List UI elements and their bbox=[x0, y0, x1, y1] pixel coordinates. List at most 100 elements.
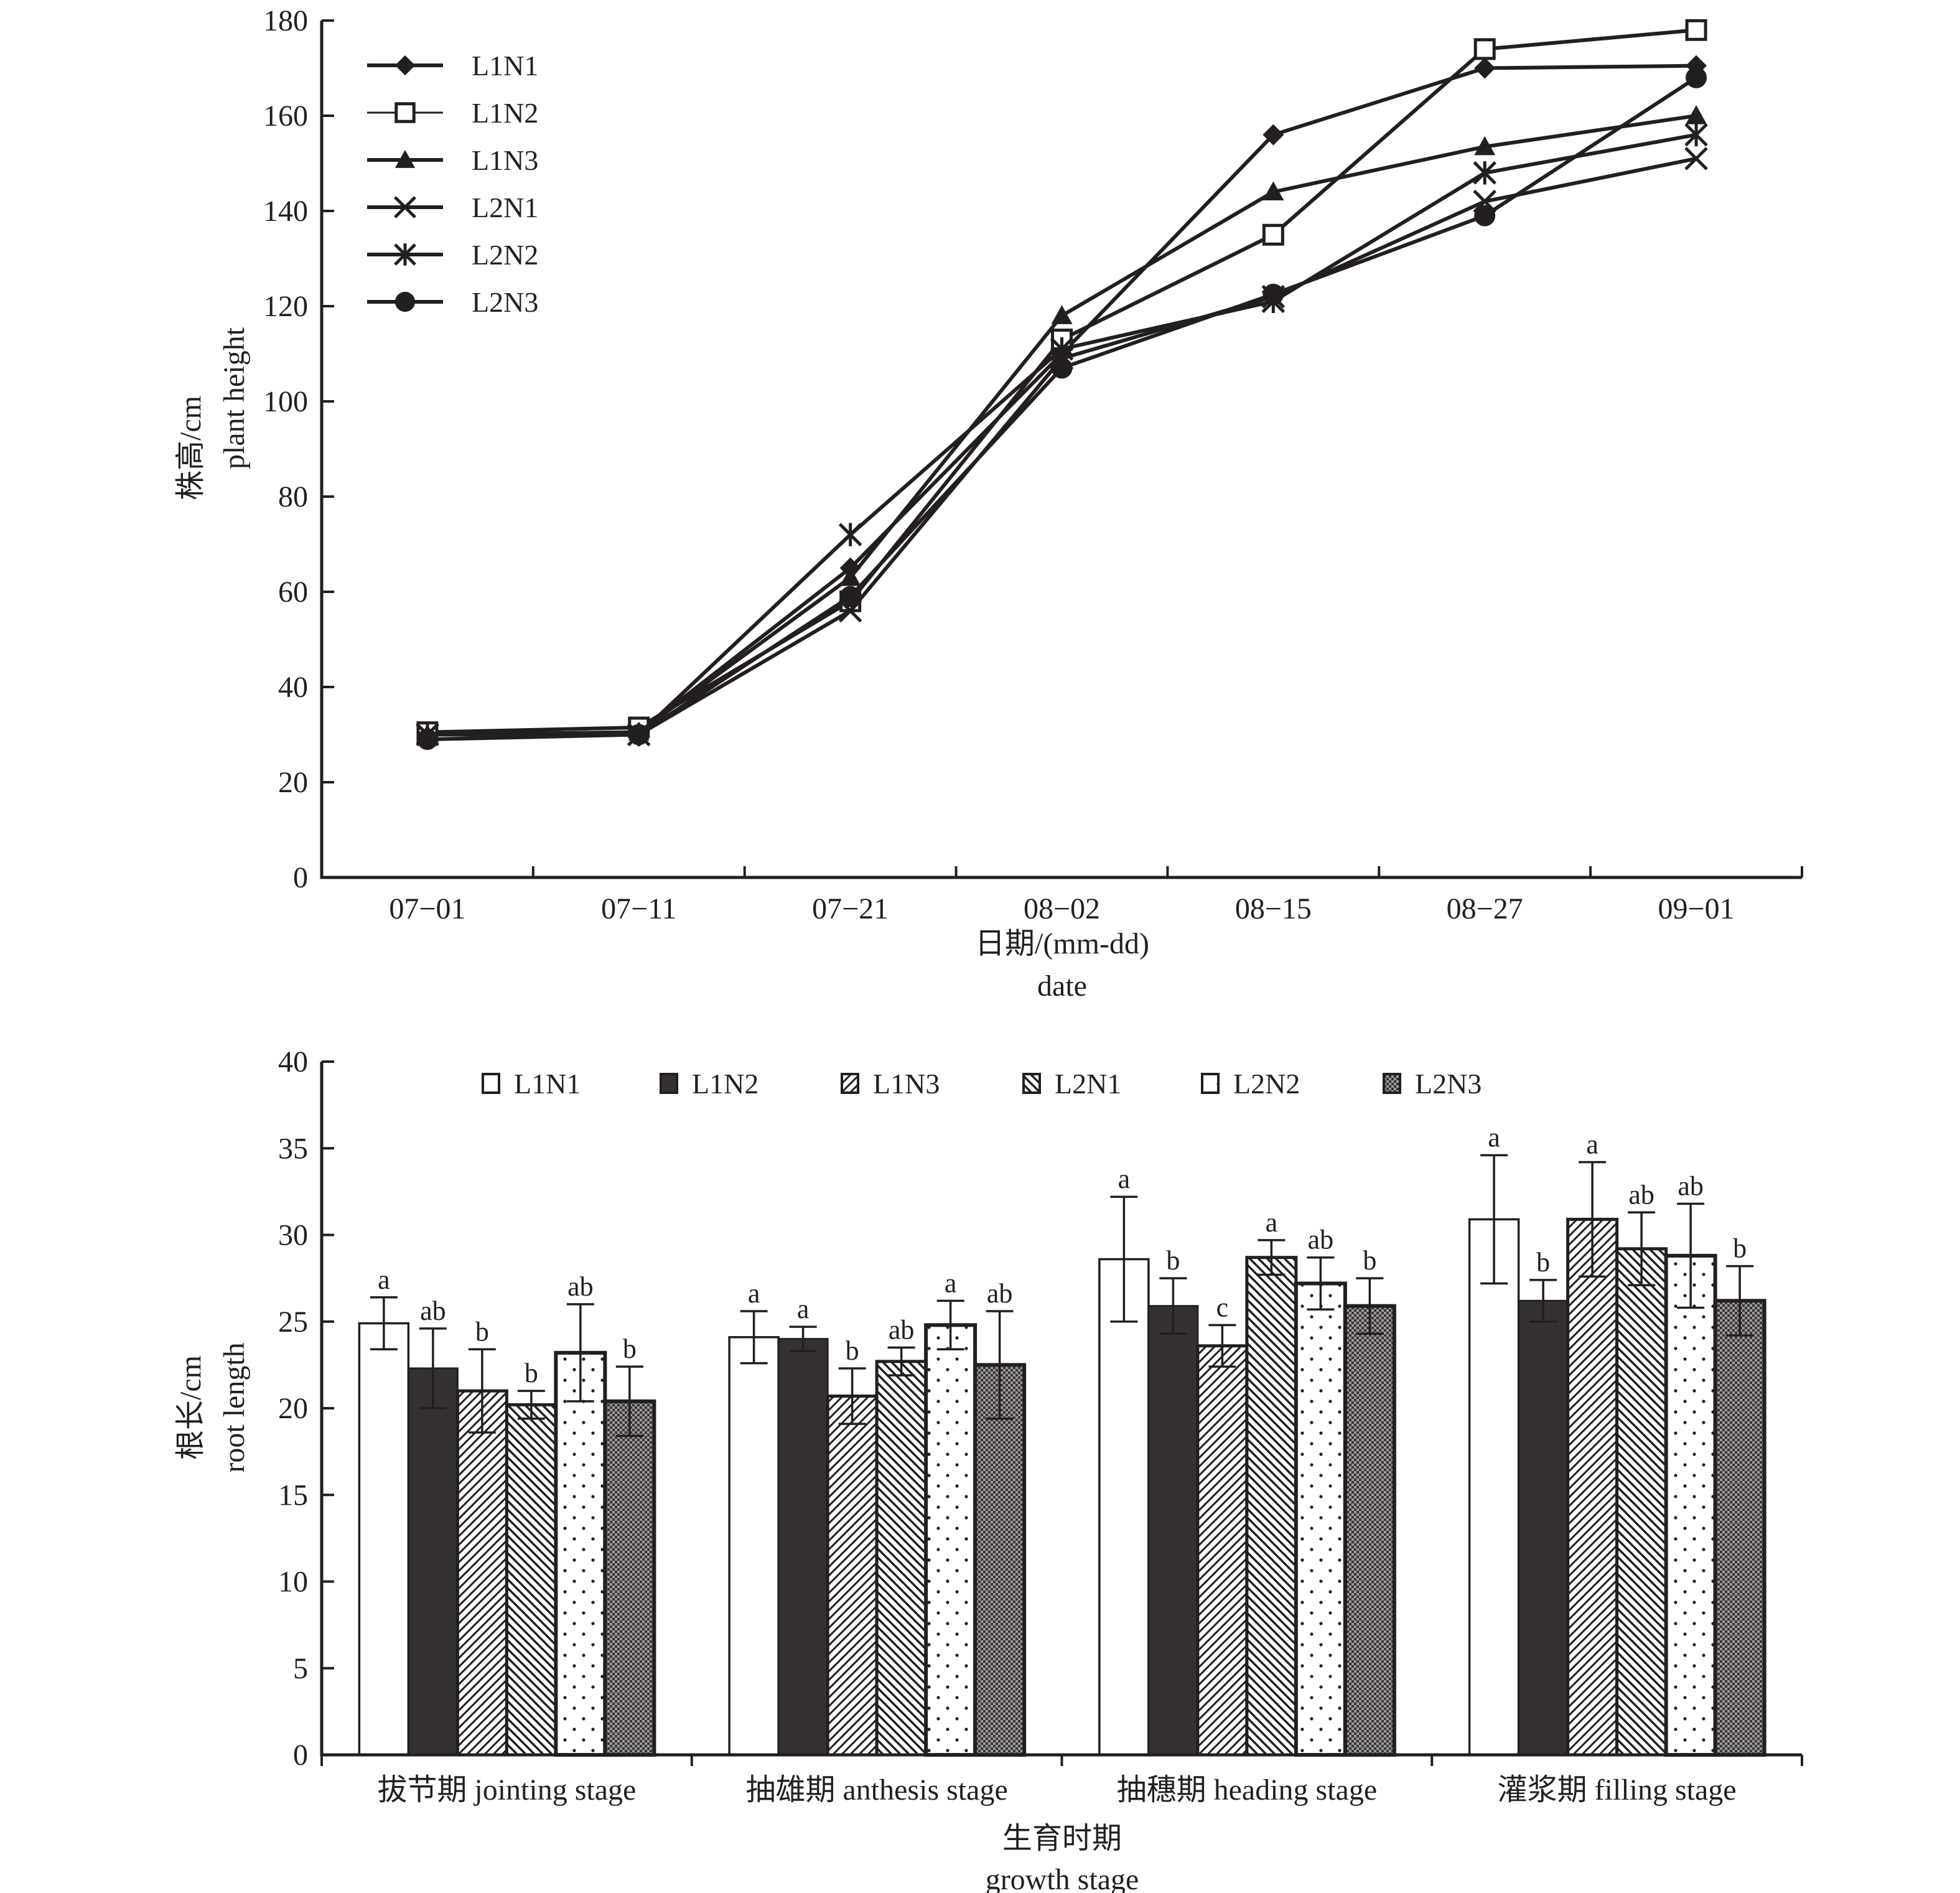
significance-label: b bbox=[1733, 1233, 1747, 1264]
data-point-l2n2 bbox=[1473, 161, 1496, 185]
line-chart-legend: L1N1 L1N2 L1N3 L2N1 L2N2 L2N3 bbox=[367, 50, 538, 318]
bar-l2n2 bbox=[554, 1350, 607, 1757]
data-point-l2n3-shape bbox=[1051, 357, 1073, 379]
legend-label: L2N1 bbox=[1055, 1068, 1121, 1100]
bar-chart-x-title-en: growth stage bbox=[986, 1863, 1139, 1893]
legend-marker bbox=[394, 102, 416, 123]
data-point-l1n3-shape bbox=[1262, 181, 1284, 200]
data-point-l2n1 bbox=[1684, 147, 1708, 171]
bar-chart-y-title-en: root length bbox=[218, 1342, 251, 1472]
bar-l1n1 bbox=[1468, 1218, 1520, 1756]
legend-swatch bbox=[660, 1073, 678, 1094]
line-chart-y-ticks: 0 20 40 60 80 100 120 140 160 180 bbox=[263, 4, 334, 894]
series-line-l1n1 bbox=[427, 63, 1697, 737]
significance-label: ab bbox=[889, 1315, 915, 1345]
significance-label: ab bbox=[1678, 1171, 1704, 1201]
x-tick-label: 灌浆期 filling stage bbox=[1498, 1774, 1737, 1807]
legend-marker bbox=[394, 149, 416, 168]
legend-marker-shape bbox=[394, 149, 416, 168]
y-tick-label: 0 bbox=[293, 1739, 308, 1772]
x-tick-label: 07−11 bbox=[601, 892, 676, 925]
legend-swatch bbox=[482, 1073, 500, 1094]
x-tick-label: 07−01 bbox=[389, 892, 465, 925]
data-point-l2n3 bbox=[416, 729, 438, 750]
significance-label: a bbox=[1266, 1207, 1278, 1238]
significance-label: b bbox=[1166, 1245, 1180, 1276]
significance-label: a bbox=[748, 1278, 760, 1309]
significance-label: ab bbox=[1308, 1225, 1334, 1255]
series-l1n3 bbox=[416, 105, 1707, 744]
line-chart-y-title-en: plant height bbox=[218, 327, 251, 469]
y-tick-label: 5 bbox=[293, 1652, 308, 1685]
x-tick-label: 07−21 bbox=[812, 892, 889, 925]
bar-l1n2 bbox=[1518, 1299, 1569, 1756]
data-point-l1n1 bbox=[1474, 57, 1496, 79]
plant-height-line-chart: 0 20 40 60 80 100 120 140 160 180 07−01 07−11 07−21… bbox=[174, 4, 1803, 1003]
series-line-l1n2 bbox=[427, 28, 1697, 734]
data-point-l1n3 bbox=[1686, 105, 1707, 124]
legend-marker-shape bbox=[394, 196, 416, 218]
legend-label: L1N3 bbox=[873, 1068, 940, 1100]
data-point-l2n3 bbox=[628, 724, 650, 746]
line-chart-series bbox=[416, 19, 1708, 750]
line-chart-axes bbox=[320, 21, 1802, 879]
y-tick-label: 80 bbox=[278, 480, 308, 513]
significance-label: b bbox=[1536, 1247, 1550, 1278]
bar-l2n1 bbox=[875, 1360, 928, 1757]
bar-l1n1 bbox=[358, 1322, 410, 1756]
bar-l1n1 bbox=[728, 1336, 780, 1756]
bar-chart-x-title: 生育时期 bbox=[1002, 1822, 1122, 1855]
legend-item-l2n2: L2N2 bbox=[1201, 1068, 1300, 1100]
data-point-l2n3 bbox=[1474, 205, 1496, 227]
y-tick-label: 20 bbox=[278, 1392, 308, 1425]
significance-label: a bbox=[797, 1294, 810, 1324]
legend-label: L1N3 bbox=[472, 144, 538, 176]
data-point-l1n2-shape bbox=[1473, 38, 1496, 60]
legend-label: L1N2 bbox=[472, 97, 538, 129]
bar-l1n3 bbox=[826, 1395, 879, 1757]
legend-marker bbox=[394, 291, 416, 312]
data-point-l2n2-shape bbox=[1684, 123, 1708, 147]
series-line-l2n3 bbox=[427, 76, 1697, 742]
legend-marker bbox=[394, 55, 416, 76]
line-chart-x-title: 日期/(mm-dd) bbox=[975, 927, 1149, 960]
legend-label: L2N2 bbox=[472, 239, 538, 271]
x-tick-label: 08−02 bbox=[1024, 892, 1100, 925]
data-point-l2n3-shape bbox=[1474, 205, 1496, 227]
data-point-l2n2-shape bbox=[1050, 337, 1074, 361]
bar-l1n1 bbox=[1098, 1258, 1150, 1756]
x-tick-label: 拔节期 jointing stage bbox=[377, 1774, 636, 1807]
line-chart-x-title-en: date bbox=[1037, 970, 1087, 1003]
significance-label: b bbox=[525, 1358, 538, 1388]
line-chart-x-ticks: 07−01 07−11 07−21 08−02 08−15 08−27 09−01 bbox=[320, 866, 1803, 925]
legend-marker-shape bbox=[394, 291, 416, 312]
legend-label: L2N3 bbox=[1415, 1068, 1482, 1100]
legend-marker-shape bbox=[394, 243, 416, 266]
significance-label: b bbox=[846, 1335, 859, 1366]
legend-item-l2n3: L2N3 bbox=[1383, 1068, 1482, 1100]
data-point-l2n3-shape bbox=[839, 586, 861, 607]
bar-l2n2 bbox=[1294, 1281, 1347, 1757]
significance-label: ab bbox=[1628, 1179, 1654, 1210]
data-point-l1n3 bbox=[1474, 136, 1496, 156]
data-point-l1n1-shape bbox=[1262, 124, 1284, 146]
significance-label: ab bbox=[987, 1278, 1013, 1309]
data-point-l1n2 bbox=[1685, 19, 1707, 41]
y-tick-label: 40 bbox=[278, 1045, 308, 1078]
legend-item-l2n3: L2N3 bbox=[367, 286, 538, 318]
y-tick-label: 100 bbox=[263, 385, 308, 418]
data-point-l1n3 bbox=[1262, 181, 1284, 200]
x-tick-label: 08−15 bbox=[1235, 892, 1312, 925]
x-tick-label: 抽穗期 heading stage bbox=[1117, 1774, 1378, 1807]
bar-chart-x-ticks: 拔节期 jointing stage 抽雄期 anthesis stage 抽穗期 … bbox=[320, 1755, 1803, 1807]
data-point-l1n2 bbox=[1473, 38, 1496, 60]
series-line-l1n3 bbox=[427, 114, 1697, 737]
bar-l1n3 bbox=[1566, 1217, 1619, 1757]
bar-chart-y-title: 根长/cm bbox=[174, 1355, 207, 1460]
significance-label: a bbox=[945, 1268, 957, 1298]
legend-label: L1N1 bbox=[514, 1068, 581, 1100]
data-point-l1n3-shape bbox=[1474, 136, 1496, 156]
y-tick-label: 30 bbox=[278, 1219, 308, 1252]
